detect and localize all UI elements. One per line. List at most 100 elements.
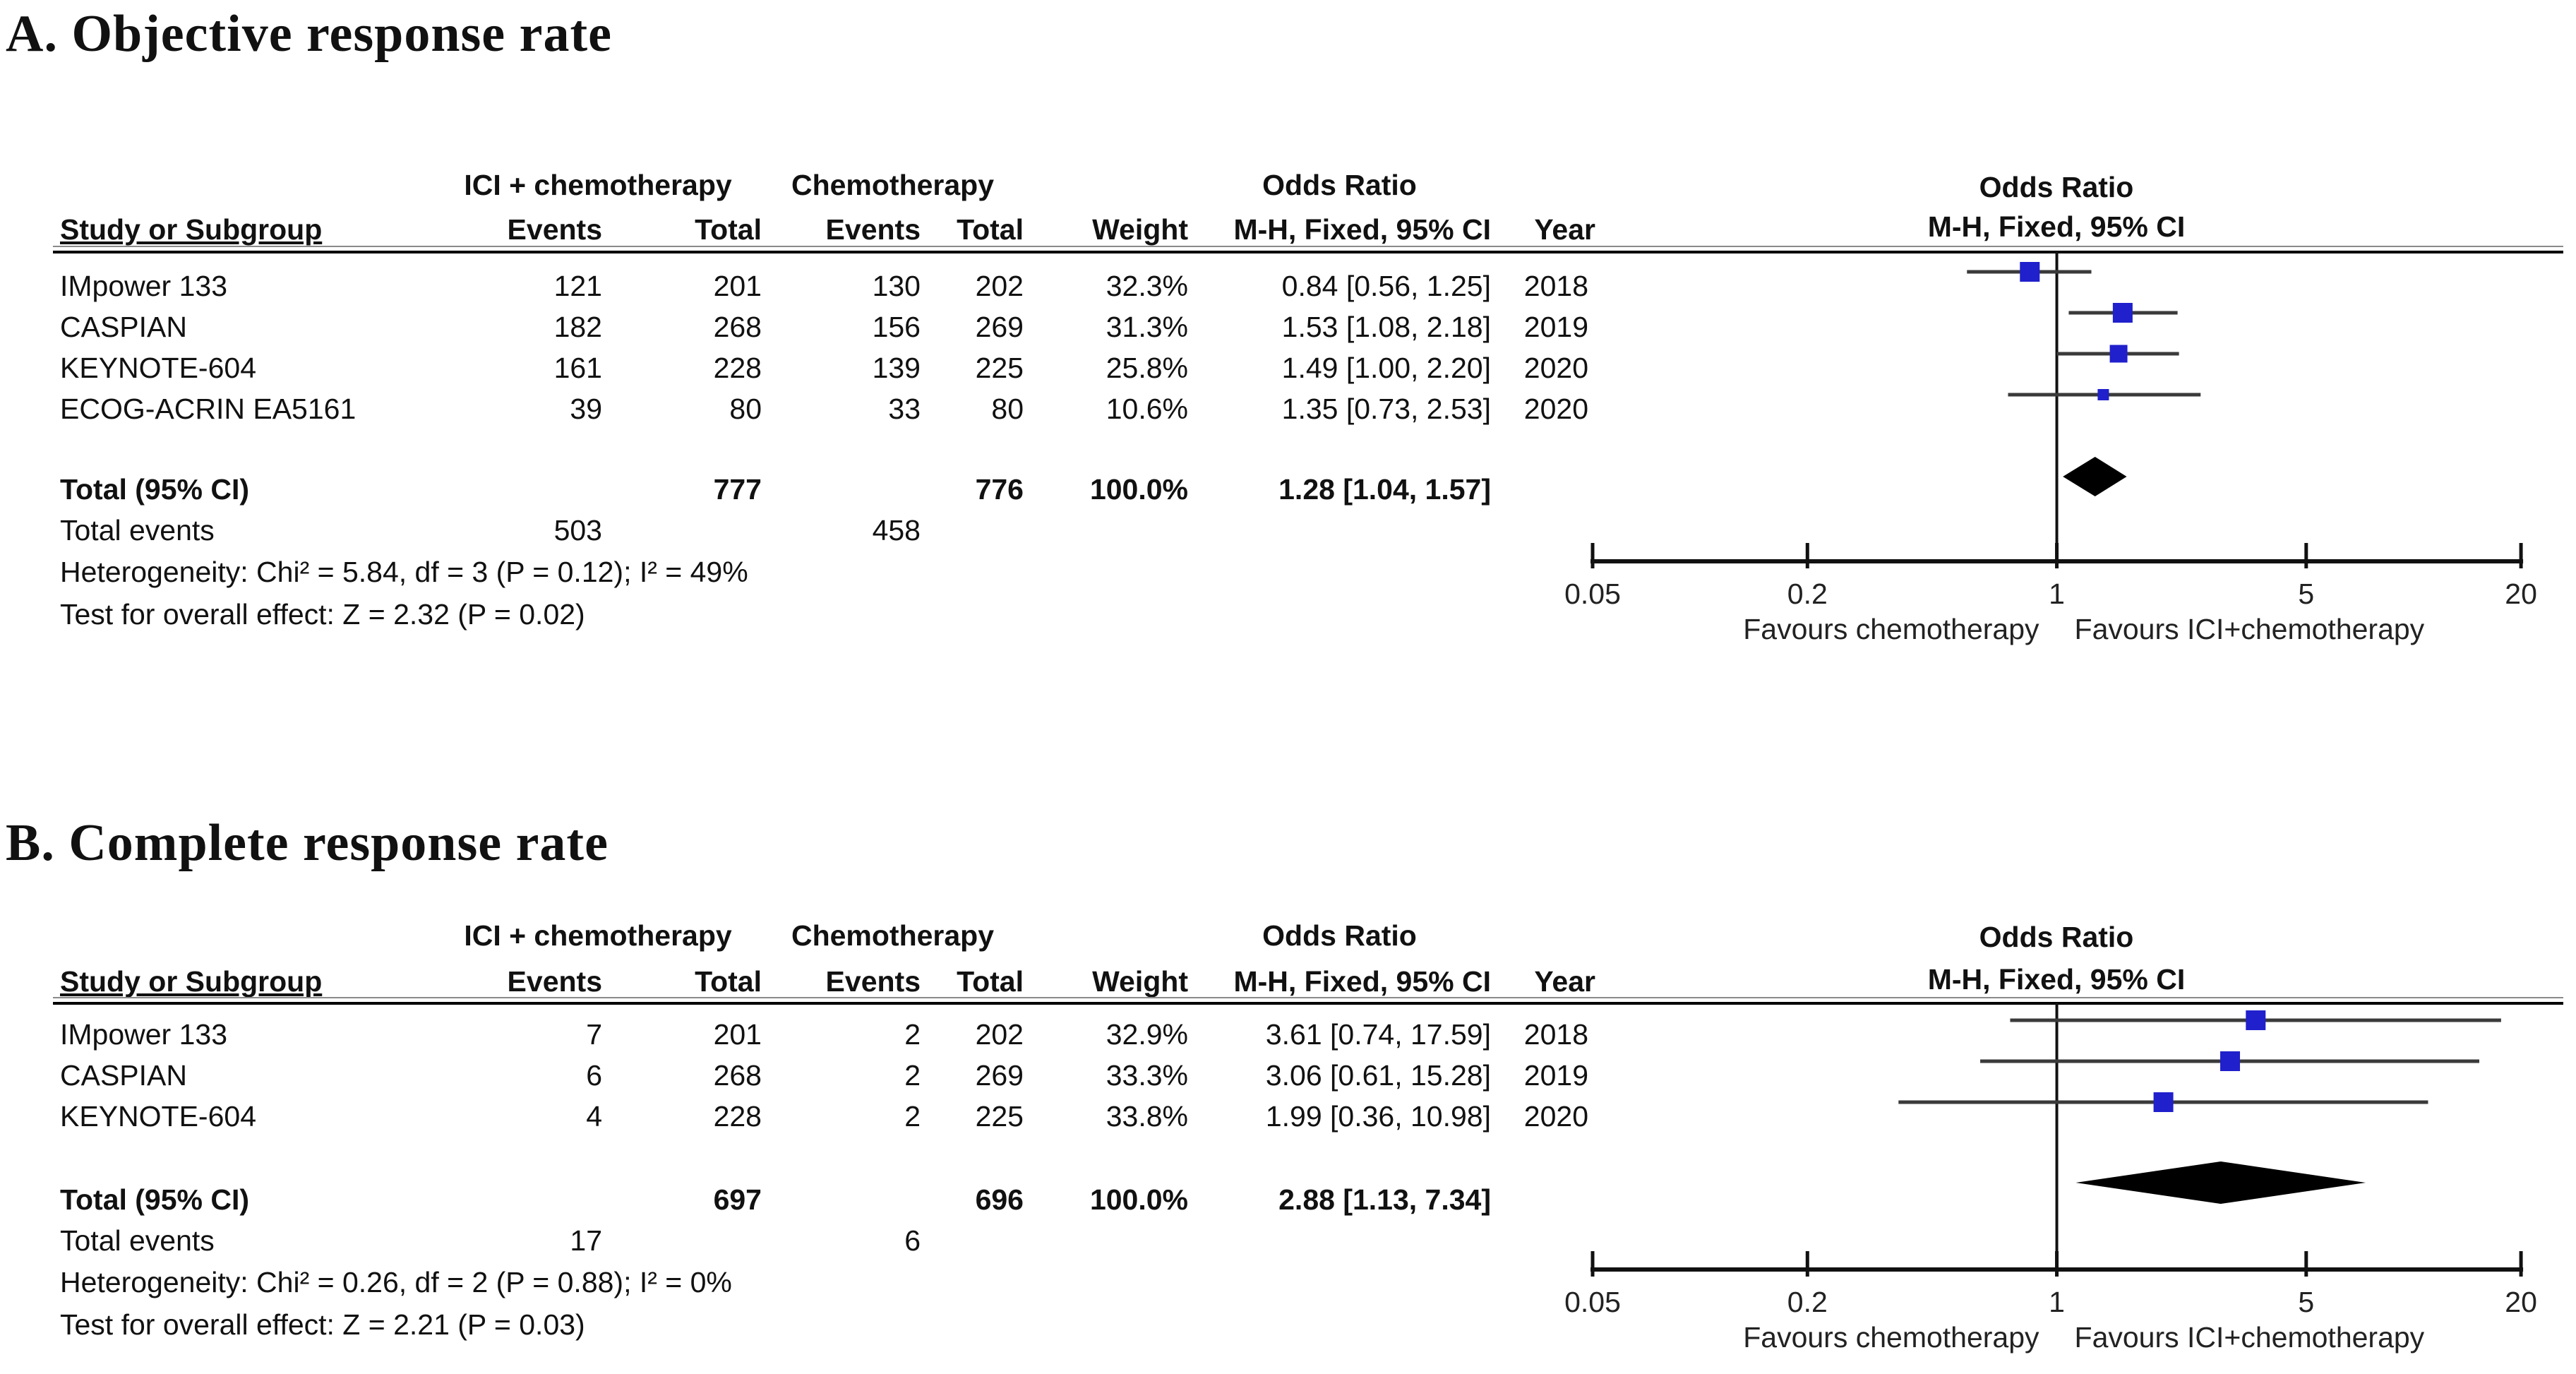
ctrl-total: 202 — [975, 269, 1024, 302]
ctrl-group-header: Chemotherapy — [791, 168, 995, 201]
ctrl-events: 130 — [872, 269, 921, 302]
forest-plot-b: 0.05 0.2 1 5 20 Favours chemotherapy Favours I… — [1564, 1003, 2537, 1354]
axis-tick-label: 0.2 — [1787, 1286, 1828, 1318]
study-col-header: Study or Subgroup — [60, 964, 323, 998]
axis-tick-label: 0.2 — [1787, 578, 1828, 610]
study-name: KEYNOTE-604 — [60, 351, 256, 384]
weight: 32.3% — [1106, 269, 1188, 302]
total-label: Total (95% CI) — [60, 472, 250, 506]
study-name: CASPIAN — [60, 1058, 187, 1092]
total-ctrl-n: 696 — [975, 1183, 1024, 1216]
effect-square — [2109, 345, 2128, 363]
ctrl-events-col-header: Events — [825, 964, 921, 998]
or-ci: 0.84 [0.56, 1.25] — [1281, 269, 1491, 302]
or-ci: 1.99 [0.36, 10.98] — [1265, 1099, 1491, 1133]
ctrl-events: 2 — [904, 1017, 921, 1051]
total-weight: 100.0% — [1089, 472, 1188, 506]
total-exp-n: 777 — [713, 472, 762, 506]
ctrl-total: 269 — [975, 310, 1024, 343]
exp-total: 201 — [713, 1017, 762, 1051]
exp-events: 39 — [570, 392, 602, 425]
effect-square — [2220, 1051, 2241, 1071]
ctrl-total-col-header: Total — [957, 964, 1024, 998]
or-ci: 3.61 [0.74, 17.59] — [1265, 1017, 1491, 1051]
exp-group-header: ICI + chemotherapy — [464, 919, 732, 952]
study-name: KEYNOTE-604 — [60, 1099, 256, 1133]
year: 2019 — [1523, 310, 1588, 343]
year: 2020 — [1523, 351, 1588, 384]
panel-b-title: B. Complete response rate — [6, 814, 609, 872]
study-name: IMpower 133 — [60, 269, 228, 302]
exp-total: 80 — [729, 392, 762, 425]
exp-events-col-header: Events — [507, 964, 602, 998]
weight: 31.3% — [1106, 310, 1188, 343]
ctrl-group-header: Chemotherapy — [791, 919, 995, 952]
effect-square — [2153, 1092, 2174, 1112]
or-ci: 1.53 [1.08, 2.18] — [1281, 310, 1491, 343]
total-events-ctrl: 6 — [904, 1224, 921, 1257]
axis-tick-label: 0.05 — [1564, 578, 1621, 610]
forest-plot-a: 0.05 0.2 1 5 20 Favours chemotherapy Favours I… — [1564, 251, 2537, 645]
favours-right-label: Favours ICI+chemotherapy — [2075, 1321, 2425, 1354]
total-weight: 100.0% — [1089, 1183, 1188, 1216]
exp-total: 268 — [713, 1058, 762, 1092]
or-ci-col-header: M-H, Fixed, 95% CI — [1233, 213, 1491, 246]
effect-square — [2097, 389, 2109, 400]
study-name: CASPIAN — [60, 310, 187, 343]
header-separator — [53, 997, 2563, 1005]
exp-events: 161 — [553, 351, 602, 384]
ctrl-events: 33 — [888, 392, 921, 425]
total-events-label: Total events — [60, 1224, 215, 1257]
year: 2020 — [1523, 392, 1588, 425]
effect-square — [2112, 303, 2133, 323]
ctrl-events: 2 — [904, 1099, 921, 1133]
total-label: Total (95% CI) — [60, 1183, 250, 1216]
exp-events: 4 — [586, 1099, 602, 1133]
exp-events: 121 — [553, 269, 602, 302]
year-col-header: Year — [1534, 213, 1595, 246]
study-name: ECOG-ACRIN EA5161 — [60, 392, 357, 425]
effect-group-header: Odds Ratio — [1262, 168, 1417, 201]
study-col-header: Study or Subgroup — [60, 213, 323, 246]
ctrl-events: 156 — [872, 310, 921, 343]
effect-square — [2246, 1010, 2266, 1030]
effect-square — [2020, 262, 2040, 282]
ctrl-total: 80 — [991, 392, 1024, 425]
exp-events: 182 — [553, 310, 602, 343]
total-exp-n: 697 — [713, 1183, 762, 1216]
weight-col-header: Weight — [1092, 964, 1188, 998]
axis-tick-label: 20 — [2505, 578, 2537, 610]
study-name: IMpower 133 — [60, 1017, 228, 1051]
overall-effect-text: Test for overall effect: Z = 2.21 (P = 0… — [60, 1308, 585, 1341]
exp-events: 6 — [586, 1058, 602, 1092]
weight: 10.6% — [1106, 392, 1188, 425]
total-events-exp: 503 — [553, 513, 602, 546]
exp-events-col-header: Events — [507, 213, 602, 246]
year-col-header: Year — [1534, 964, 1595, 998]
heterogeneity-text: Heterogeneity: Chi² = 0.26, df = 2 (P = … — [60, 1265, 732, 1298]
exp-total: 228 — [713, 351, 762, 384]
ctrl-total: 269 — [975, 1058, 1024, 1092]
total-events-ctrl: 458 — [872, 513, 921, 546]
exp-total: 201 — [713, 269, 762, 302]
weight: 33.8% — [1106, 1099, 1188, 1133]
or-ci: 1.49 [1.00, 2.20] — [1281, 351, 1491, 384]
favours-left-label: Favours chemotherapy — [1743, 1321, 2039, 1354]
total-or-ci: 1.28 [1.04, 1.57] — [1278, 472, 1491, 506]
axis-tick-label: 1 — [2049, 578, 2065, 610]
panel-b-table: ICI + chemotherapy Chemotherapy Odds Rat… — [53, 911, 1595, 1346]
total-ctrl-n: 776 — [975, 472, 1024, 506]
effect-group-header: Odds Ratio — [1262, 919, 1417, 952]
or-ci-col-header: M-H, Fixed, 95% CI — [1233, 964, 1491, 998]
panel-a-table: ICI + chemotherapy Chemotherapy Odds Rat… — [53, 162, 1595, 635]
axis-tick-label: 1 — [2049, 1286, 2065, 1318]
weight: 25.8% — [1106, 351, 1188, 384]
year: 2019 — [1523, 1058, 1588, 1092]
axis-tick-label: 20 — [2505, 1286, 2537, 1318]
total-events-label: Total events — [60, 513, 215, 546]
year: 2018 — [1523, 269, 1588, 302]
year: 2020 — [1523, 1099, 1588, 1133]
exp-group-header: ICI + chemotherapy — [464, 168, 732, 201]
plot-method-header: M-H, Fixed, 95% CI — [1927, 963, 2186, 996]
weight-col-header: Weight — [1092, 213, 1188, 246]
